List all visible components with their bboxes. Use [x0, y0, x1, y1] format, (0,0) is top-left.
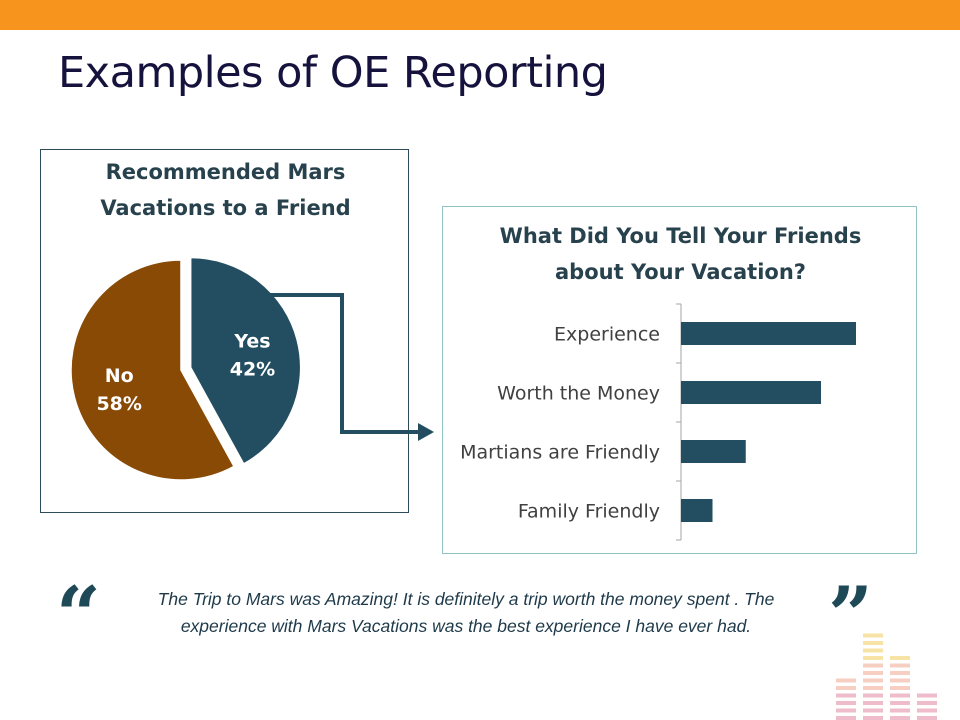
equalizer-segment: [863, 686, 883, 690]
slide-title: Examples of OE Reporting: [58, 48, 608, 98]
top-accent-bar: [0, 0, 960, 30]
equalizer-segment: [836, 716, 856, 720]
pie-slice-yes: [189, 256, 302, 465]
open-quote-icon: “: [56, 570, 101, 661]
pie-chart-title: Recommended Mars Vacations to a Friend: [41, 154, 410, 226]
pie-chart-title-line1: Recommended Mars: [105, 160, 346, 184]
equalizer-segment: [863, 708, 883, 713]
bar-chart-title: What Did You Tell Your Friends about You…: [443, 218, 918, 290]
equalizer-segment: [836, 708, 856, 713]
bar-chart-panel: What Did You Tell Your Friends about You…: [442, 206, 917, 554]
pie-chart-panel: Recommended Mars Vacations to a Friend Y…: [40, 149, 409, 513]
equalizer-segment: [863, 693, 883, 698]
quote-line2: experience with Mars Vacations was the b…: [180, 616, 752, 636]
equalizer-decoration-icon: [830, 628, 950, 720]
connector-arrow-line: [268, 293, 420, 434]
equalizer-segment: [863, 716, 883, 720]
bar-label-family-friendly: Family Friendly: [518, 501, 660, 523]
bar-label-worth-the-money: Worth the Money: [497, 383, 660, 405]
testimonial-quote: The Trip to Mars was Amazing! It is defi…: [108, 586, 824, 640]
equalizer-segment: [836, 693, 856, 698]
equalizer-segment: [863, 663, 883, 668]
bar-label-martians-are-friendly: Martians are Friendly: [460, 442, 660, 464]
equalizer-segment: [890, 663, 910, 668]
equalizer-segment: [890, 656, 910, 660]
equalizer-segment: [863, 648, 883, 653]
equalizer-segment: [890, 701, 910, 705]
bar-martians-are-friendly: [681, 440, 746, 463]
equalizer-segment: [863, 633, 883, 638]
equalizer-segment: [836, 701, 856, 705]
equalizer-segment: [917, 716, 937, 720]
equalizer-segment: [890, 708, 910, 713]
pie-chart: Yes 42% No 58%: [70, 256, 302, 481]
equalizer-segment: [863, 656, 883, 660]
equalizer-segment: [890, 678, 910, 683]
equalizer-segment: [917, 701, 937, 705]
pie-label-no: No: [105, 365, 134, 387]
pie-label-yes: Yes: [233, 331, 270, 353]
equalizer-graphic: [836, 633, 937, 720]
equalizer-segment: [863, 641, 883, 645]
equalizer-segment: [863, 701, 883, 705]
pie-chart-title-line2: Vacations to a Friend: [100, 196, 351, 220]
bar-label-experience: Experience: [554, 324, 660, 346]
bar-experience: [681, 322, 856, 345]
equalizer-segment: [890, 716, 910, 720]
equalizer-segment: [890, 686, 910, 690]
pie-value-label-yes: 42%: [230, 359, 275, 381]
equalizer-segment: [890, 671, 910, 675]
bar-family-friendly: [681, 499, 713, 522]
equalizer-segment: [836, 686, 856, 690]
pie-value-label-no: 58%: [96, 393, 141, 415]
equalizer-segment: [863, 671, 883, 675]
connector-arrowhead: [418, 423, 434, 441]
equalizer-segment: [917, 708, 937, 713]
bar-worth-the-money: [681, 381, 821, 404]
bar-chart: Experience Worth the Money Martians are Fr…: [460, 303, 856, 541]
equalizer-segment: [863, 678, 883, 683]
bar-chart-title-line2: about Your Vacation?: [555, 260, 806, 284]
bar-chart-title-line1: What Did You Tell Your Friends: [499, 224, 862, 248]
equalizer-segment: [890, 693, 910, 698]
equalizer-segment: [917, 693, 937, 698]
pie-slice-no: [70, 259, 236, 481]
equalizer-segment: [836, 678, 856, 683]
quote-line1: The Trip to Mars was Amazing! It is defi…: [157, 589, 775, 609]
